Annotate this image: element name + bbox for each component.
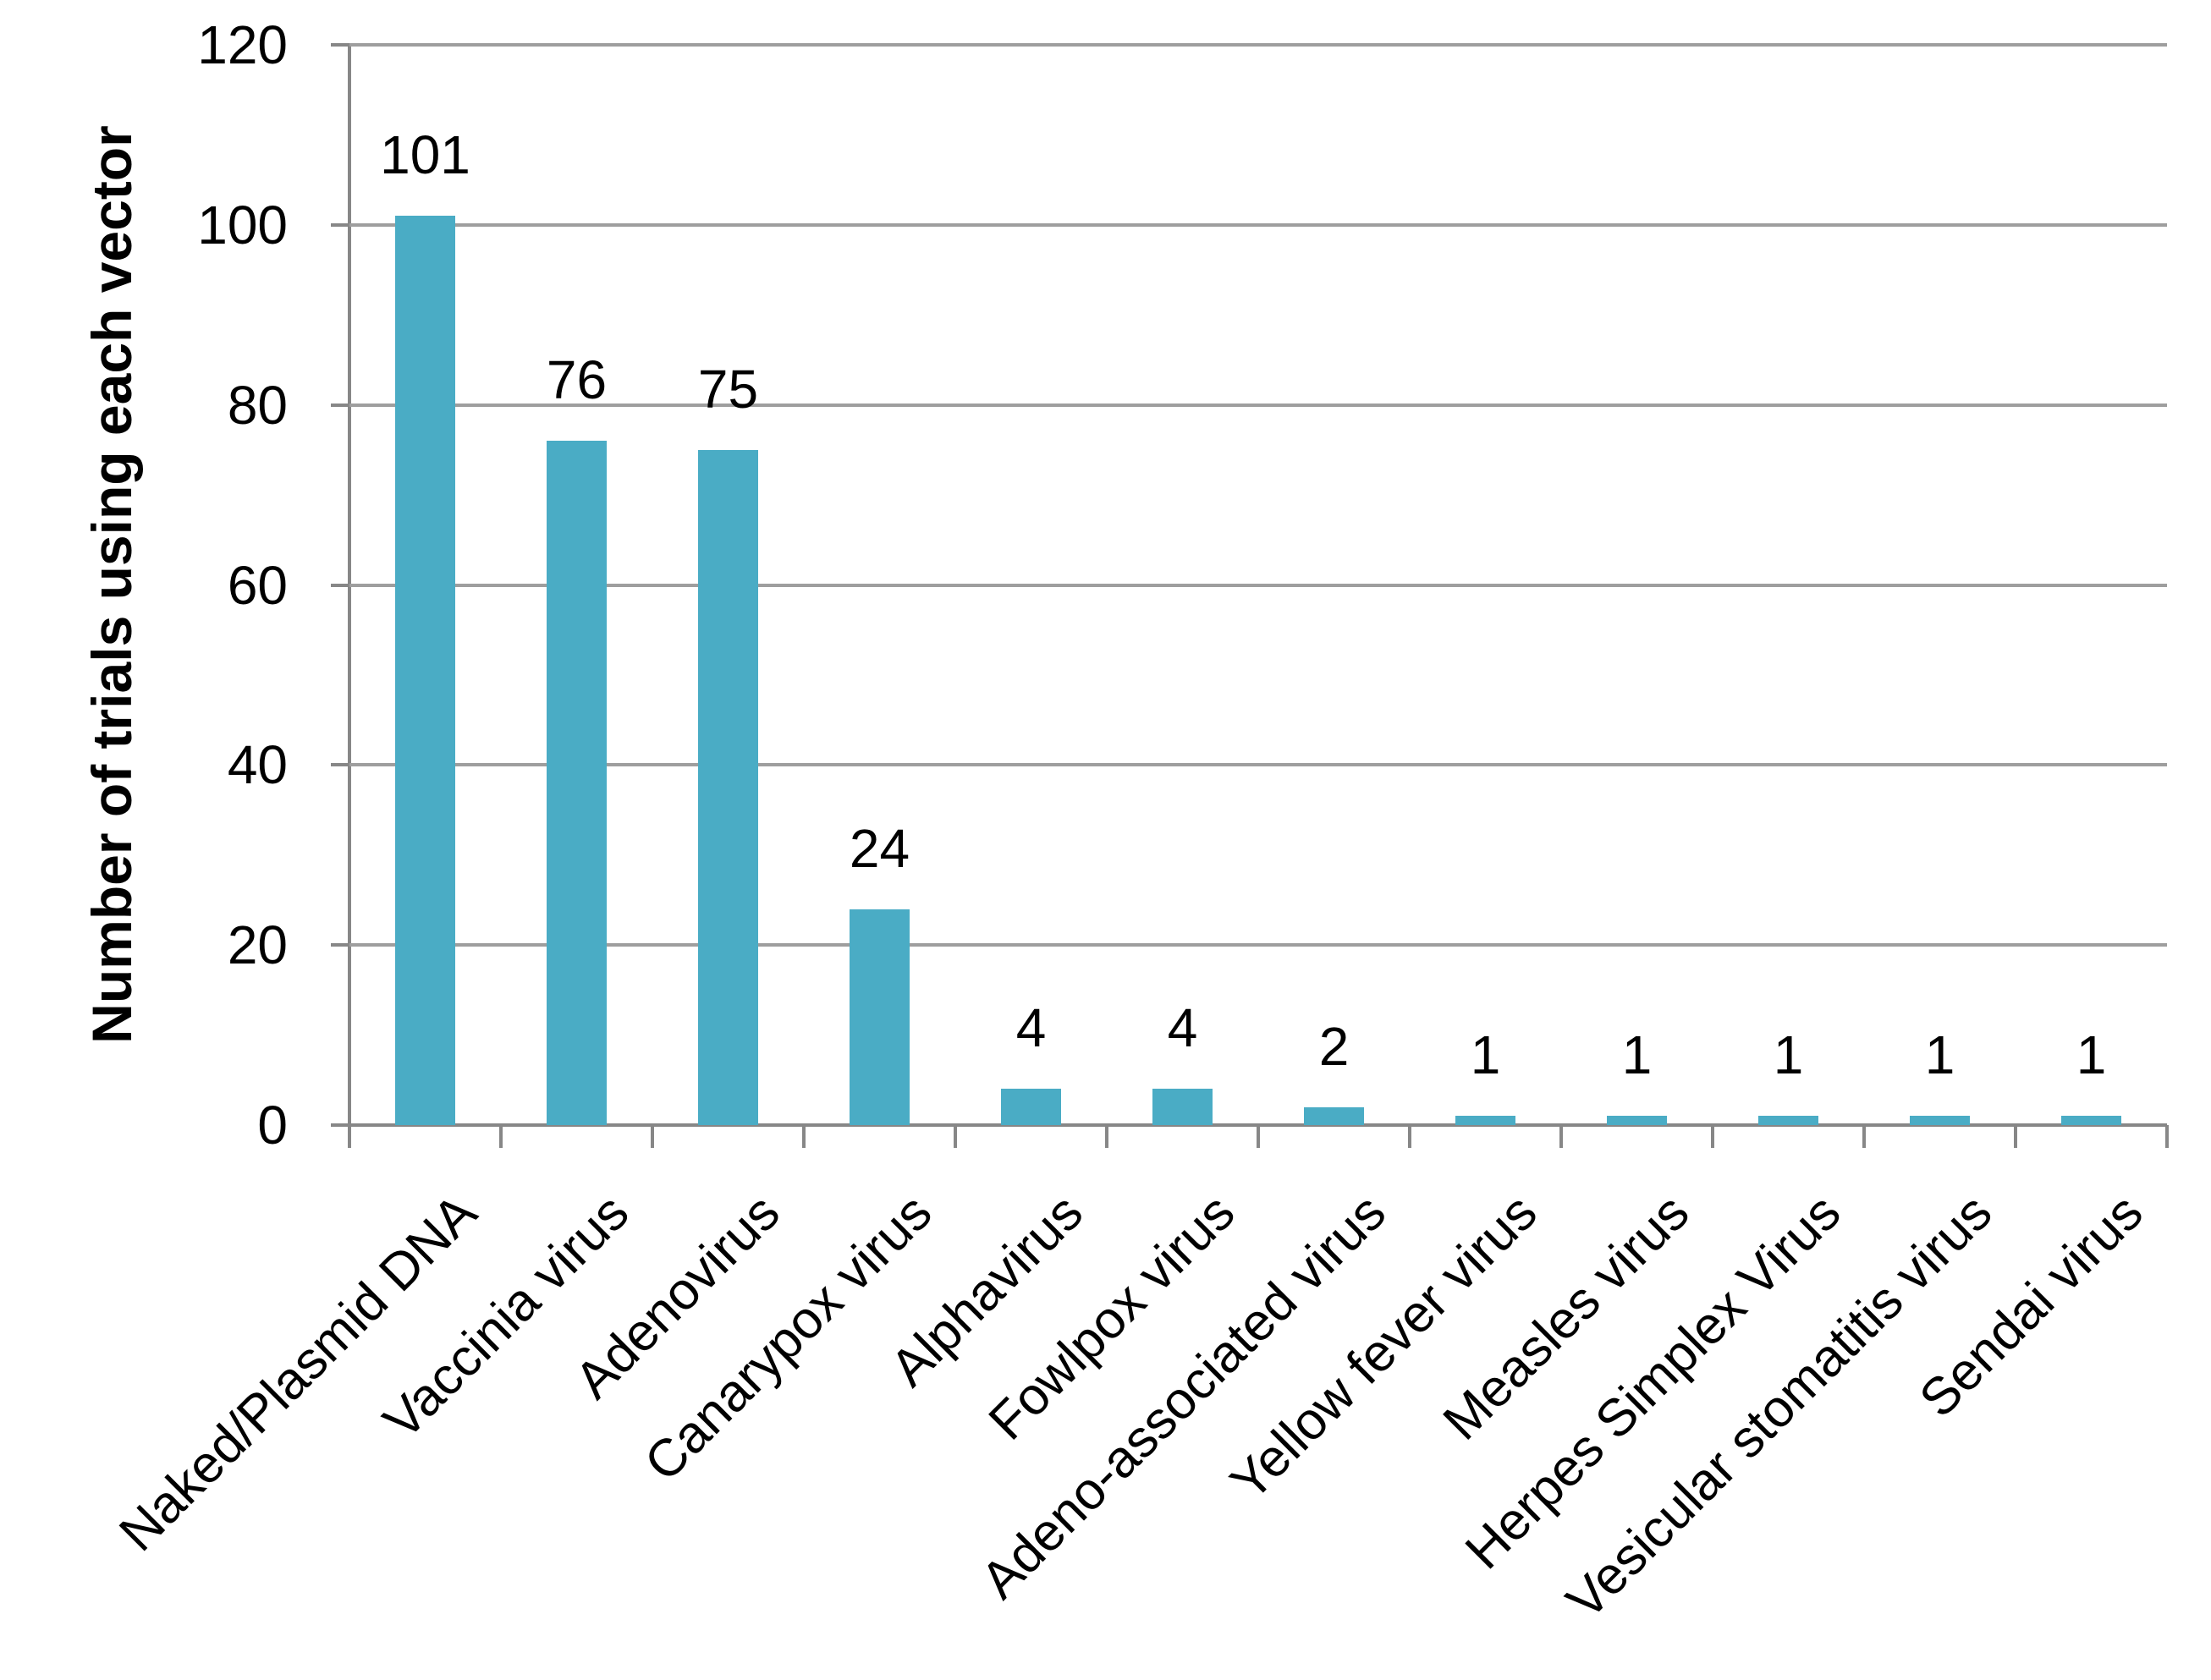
y-tick-mark [331, 404, 349, 407]
y-tick-label: 40 [227, 734, 288, 795]
x-tick-mark [802, 1125, 806, 1148]
y-tick-mark [331, 943, 349, 947]
bar-value-label: 76 [546, 349, 608, 410]
x-tick-mark [1711, 1125, 1714, 1148]
bar [1758, 1116, 1818, 1125]
x-tick-mark [1105, 1125, 1108, 1148]
x-tick-mark [1257, 1125, 1260, 1148]
bar-value-label: 1 [1773, 1024, 1804, 1085]
y-tick-label: 0 [257, 1095, 288, 1156]
bar-value-label: 1 [1470, 1024, 1501, 1085]
y-gridline [349, 223, 2167, 227]
x-tick-mark [1408, 1125, 1411, 1148]
y-gridline [349, 943, 2167, 947]
x-tick-mark [1559, 1125, 1563, 1148]
y-tick-label: 80 [227, 375, 288, 436]
x-tick-mark [499, 1125, 503, 1148]
y-tick-label: 20 [227, 914, 288, 975]
x-tick-mark [2165, 1125, 2169, 1148]
bar [1304, 1107, 1364, 1125]
bar [2061, 1116, 2121, 1125]
y-axis-line [348, 45, 351, 1148]
y-tick-mark [331, 763, 349, 766]
y-tick-label: 100 [197, 195, 288, 255]
bar [395, 216, 455, 1125]
bar [698, 450, 758, 1125]
bar [1910, 1116, 1970, 1125]
bar-value-label: 1 [2076, 1024, 2107, 1085]
y-tick-mark [331, 1123, 349, 1127]
bar-value-label: 4 [1015, 997, 1047, 1058]
x-tick-mark [954, 1125, 957, 1148]
bar-value-label: 2 [1318, 1016, 1350, 1077]
x-tick-mark [2014, 1125, 2017, 1148]
x-tick-mark [348, 1125, 351, 1148]
bar-value-label: 1 [1621, 1024, 1653, 1085]
bar-value-label: 1 [1924, 1024, 1955, 1085]
y-tick-label: 120 [197, 14, 288, 75]
y-tick-mark [331, 43, 349, 47]
bar [850, 909, 910, 1125]
bar-value-label: 24 [849, 818, 910, 879]
x-axis-line [332, 1123, 2167, 1127]
y-tick-mark [331, 584, 349, 587]
x-tick-mark [651, 1125, 654, 1148]
bar-value-label: 101 [380, 124, 470, 185]
bar [1607, 1116, 1667, 1125]
y-gridline [349, 43, 2167, 47]
bar [1152, 1089, 1213, 1125]
y-gridline [349, 404, 2167, 407]
bar [1001, 1089, 1061, 1125]
y-gridline [349, 763, 2167, 766]
bar-value-label: 75 [697, 359, 759, 420]
y-gridline [349, 584, 2167, 587]
bar-value-label: 4 [1167, 997, 1198, 1058]
bar [1455, 1116, 1515, 1125]
x-tick-mark [1862, 1125, 1866, 1148]
bar [547, 441, 607, 1125]
y-tick-mark [331, 223, 349, 227]
y-tick-label: 60 [227, 555, 288, 616]
